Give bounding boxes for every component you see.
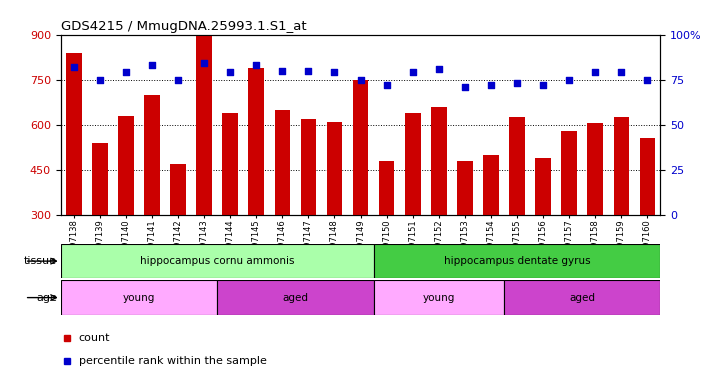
Point — [94, 77, 106, 83]
Text: age: age — [36, 293, 57, 303]
Point — [642, 77, 653, 83]
Bar — [217, 280, 373, 315]
Bar — [196, 35, 212, 215]
Text: hippocampus dentate gyrus: hippocampus dentate gyrus — [443, 256, 590, 266]
Point — [538, 82, 549, 88]
Text: GDS4215 / MmugDNA.25993.1.S1_at: GDS4215 / MmugDNA.25993.1.S1_at — [61, 20, 306, 33]
Point — [355, 77, 366, 83]
Bar — [640, 138, 655, 215]
Text: hippocampus cornu ammonis: hippocampus cornu ammonis — [140, 256, 294, 266]
Text: young: young — [123, 293, 155, 303]
Bar — [457, 161, 473, 215]
Bar — [431, 107, 447, 215]
Point — [511, 80, 523, 86]
Point — [68, 64, 79, 70]
Text: percentile rank within the sample: percentile rank within the sample — [79, 356, 266, 366]
Point — [303, 68, 314, 74]
Bar — [222, 113, 238, 215]
Bar — [118, 116, 134, 215]
Point — [407, 70, 418, 76]
Bar — [588, 123, 603, 215]
Bar — [301, 119, 316, 215]
Bar — [405, 113, 421, 215]
Point — [328, 70, 340, 76]
Point — [146, 62, 158, 68]
Point — [433, 66, 445, 72]
Bar — [373, 244, 660, 278]
Bar — [66, 53, 81, 215]
Point — [198, 60, 210, 66]
Bar — [353, 80, 368, 215]
Bar — [509, 117, 525, 215]
Point — [615, 70, 627, 76]
Bar — [373, 280, 504, 315]
Text: tissue: tissue — [24, 256, 57, 266]
Point — [172, 77, 183, 83]
Point — [381, 82, 393, 88]
Point — [590, 70, 601, 76]
Text: young: young — [423, 293, 455, 303]
Bar — [613, 117, 629, 215]
Bar — [274, 110, 290, 215]
Bar — [61, 280, 217, 315]
Bar — [504, 280, 660, 315]
Bar — [144, 95, 160, 215]
Point — [459, 84, 471, 90]
Bar — [92, 143, 108, 215]
Point — [486, 82, 497, 88]
Point — [563, 77, 575, 83]
Bar — [170, 164, 186, 215]
Bar — [327, 122, 342, 215]
Bar — [536, 158, 551, 215]
Point — [276, 68, 288, 74]
Point — [120, 70, 131, 76]
Bar — [483, 155, 499, 215]
Bar — [561, 131, 577, 215]
Point — [251, 62, 262, 68]
Text: aged: aged — [569, 293, 595, 303]
Point — [224, 70, 236, 76]
Bar — [61, 244, 373, 278]
Text: count: count — [79, 333, 110, 343]
Bar — [248, 68, 264, 215]
Text: aged: aged — [282, 293, 308, 303]
Bar — [379, 161, 394, 215]
